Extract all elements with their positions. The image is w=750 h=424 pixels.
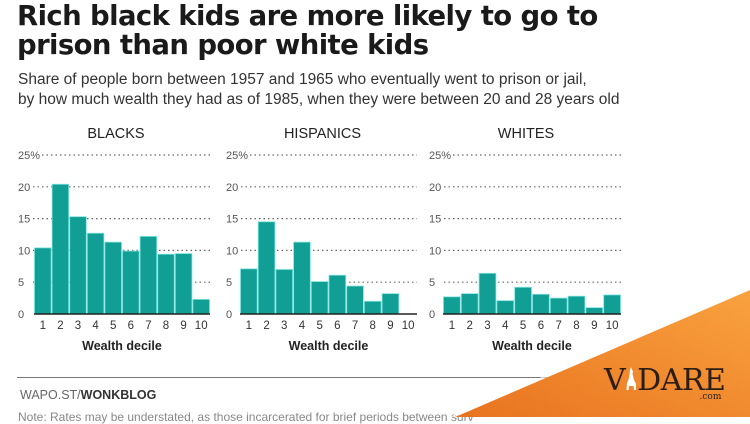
x-tick-label: 3 <box>75 320 81 332</box>
source-prefix: WAPO.ST/ <box>20 388 81 402</box>
source-bold: WONKBLOG <box>80 388 157 402</box>
x-tick-label: 9 <box>180 320 186 332</box>
y-tick-label: 15 <box>429 214 441 226</box>
x-axis-title: Wealth decile <box>492 339 572 353</box>
x-tick-label: 9 <box>387 320 393 332</box>
y-tick-label: 25% <box>429 150 451 162</box>
x-tick-label: 2 <box>263 320 269 332</box>
chart-title-line-2: prison than poor white kids <box>17 29 429 61</box>
x-axis-title: Wealth decile <box>289 339 369 353</box>
x-tick-label: 1 <box>40 320 46 332</box>
x-tick-label: 4 <box>299 320 306 332</box>
y-tick-label: 15 <box>18 214 30 226</box>
x-tick-label: 8 <box>573 320 579 332</box>
x-tick-label: 2 <box>57 320 63 332</box>
y-tick-label: 20 <box>226 182 238 194</box>
x-tick-label: 8 <box>370 320 376 332</box>
white-edge <box>449 287 750 417</box>
x-tick-label: 3 <box>484 320 490 332</box>
x-tick-label: 6 <box>128 320 134 332</box>
x-tick-label: 1 <box>246 320 252 332</box>
x-tick-label: 4 <box>502 320 509 332</box>
y-tick-label: 5 <box>18 277 24 289</box>
y-tick-label: 15 <box>226 214 238 226</box>
logo-letter-v: V <box>604 363 626 398</box>
y-tick-label: 0 <box>226 309 232 321</box>
x-tick-label: 8 <box>163 320 169 332</box>
x-tick-label: 7 <box>352 320 358 332</box>
y-tick-label: 0 <box>18 309 24 321</box>
x-tick-label: 1 <box>449 320 455 332</box>
chart-subtitle-line-1: Share of people born between 1957 and 19… <box>18 71 587 88</box>
x-tick-label: 10 <box>402 320 415 332</box>
x-tick-label: 3 <box>281 320 287 332</box>
y-tick-label: 25% <box>226 150 248 162</box>
panel-title: HISPANICS <box>284 126 361 142</box>
panel-title: BLACKS <box>87 126 144 142</box>
x-axis-title: Wealth decile <box>82 339 162 353</box>
chart-subtitle: Share of people born between 1957 and 19… <box>18 70 658 110</box>
x-tick-label: 4 <box>92 320 99 332</box>
y-tick-label: 25% <box>18 150 40 162</box>
x-tick-label: 5 <box>110 320 116 332</box>
y-tick-label: 5 <box>429 277 435 289</box>
x-tick-label: 9 <box>591 320 597 332</box>
y-tick-label: 5 <box>226 277 232 289</box>
x-tick-label: 7 <box>145 320 151 332</box>
chart-title-line-1: Rich black kids are more likely to go to <box>17 0 598 32</box>
y-tick-label: 0 <box>429 309 435 321</box>
footer-divider <box>17 377 657 378</box>
vdare-logo[interactable]: V DARE .com <box>604 363 726 402</box>
y-tick-label: 10 <box>18 245 30 257</box>
source-credit[interactable]: WAPO.ST/WONKBLOG <box>20 388 156 402</box>
x-tick-label: 6 <box>334 320 340 332</box>
x-tick-label: 5 <box>316 320 322 332</box>
x-tick-label: 10 <box>606 320 619 332</box>
x-tick-label: 10 <box>195 320 208 332</box>
x-tick-label: 7 <box>555 320 561 332</box>
logo-com: .com <box>699 392 722 402</box>
x-tick-label: 6 <box>538 320 544 332</box>
dog-silhouette-icon <box>625 366 637 392</box>
y-tick-label: 20 <box>18 182 30 194</box>
y-tick-label: 10 <box>226 245 238 257</box>
y-tick-label: 10 <box>429 245 441 257</box>
panel-title: WHITES <box>498 126 554 142</box>
x-tick-label: 5 <box>520 320 526 332</box>
logo-letters-dare: DARE <box>637 363 726 398</box>
y-tick-label: 20 <box>429 182 441 194</box>
chart-subtitle-line-2: by how much wealth they had as of 1985, … <box>18 91 620 108</box>
x-tick-label: 2 <box>466 320 472 332</box>
chart-title: Rich black kids are more likely to go to… <box>17 2 637 60</box>
